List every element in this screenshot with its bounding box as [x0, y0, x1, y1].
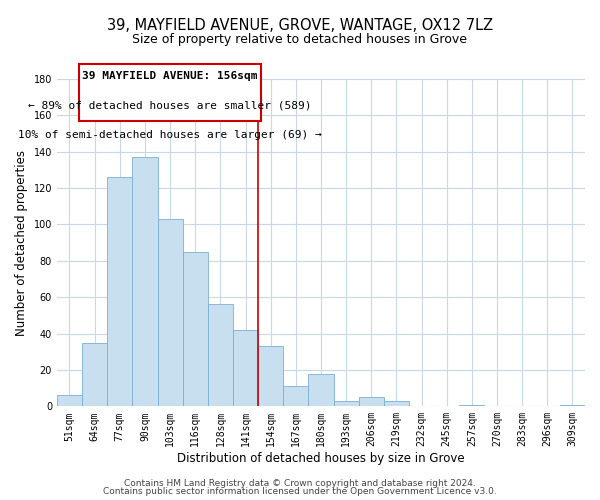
- Text: 10% of semi-detached houses are larger (69) →: 10% of semi-detached houses are larger (…: [18, 130, 322, 140]
- Text: 39 MAYFIELD AVENUE: 156sqm: 39 MAYFIELD AVENUE: 156sqm: [82, 71, 258, 81]
- X-axis label: Distribution of detached houses by size in Grove: Distribution of detached houses by size …: [177, 452, 465, 465]
- Bar: [459, 404, 484, 406]
- Text: 39, MAYFIELD AVENUE, GROVE, WANTAGE, OX12 7LZ: 39, MAYFIELD AVENUE, GROVE, WANTAGE, OX1…: [107, 18, 493, 32]
- Bar: [107, 177, 133, 406]
- Bar: [359, 397, 384, 406]
- Text: Contains HM Land Registry data © Crown copyright and database right 2024.: Contains HM Land Registry data © Crown c…: [124, 478, 476, 488]
- Bar: [308, 374, 334, 406]
- Bar: [283, 386, 308, 406]
- Bar: [133, 157, 158, 406]
- Bar: [182, 252, 208, 406]
- Bar: [208, 304, 233, 406]
- Bar: [384, 401, 409, 406]
- Bar: [57, 396, 82, 406]
- FancyBboxPatch shape: [79, 64, 261, 120]
- Bar: [334, 401, 359, 406]
- Bar: [258, 346, 283, 406]
- Bar: [233, 330, 258, 406]
- Bar: [560, 404, 585, 406]
- Text: Contains public sector information licensed under the Open Government Licence v3: Contains public sector information licen…: [103, 487, 497, 496]
- Y-axis label: Number of detached properties: Number of detached properties: [15, 150, 28, 336]
- Text: ← 89% of detached houses are smaller (589): ← 89% of detached houses are smaller (58…: [28, 100, 312, 110]
- Bar: [158, 219, 182, 406]
- Bar: [82, 342, 107, 406]
- Text: Size of property relative to detached houses in Grove: Size of property relative to detached ho…: [133, 32, 467, 46]
